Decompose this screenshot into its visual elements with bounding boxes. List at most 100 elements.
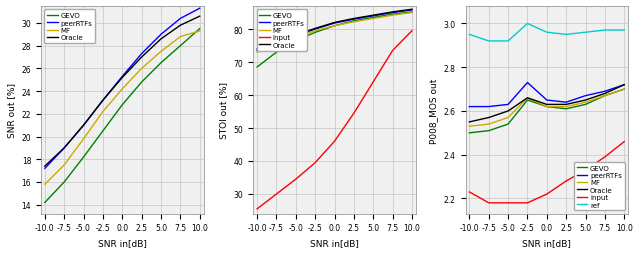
GEVO — [41, 201, 49, 204]
peerRTFs — [620, 84, 628, 87]
Line: MF: MF — [469, 90, 624, 127]
peerRTFs — [138, 53, 145, 56]
MF — [311, 30, 319, 33]
peerRTFs — [369, 15, 377, 18]
Line: peerRTFs: peerRTFs — [45, 9, 200, 169]
Y-axis label: P008_MOS out: P008_MOS out — [429, 78, 438, 143]
input — [253, 208, 261, 211]
Oracle — [138, 56, 145, 59]
peerRTFs — [41, 167, 49, 170]
GEVO — [60, 181, 68, 184]
GEVO — [465, 132, 473, 135]
MF — [196, 30, 204, 33]
input — [388, 50, 396, 53]
MF — [350, 21, 358, 24]
Oracle — [99, 99, 107, 102]
peerRTFs — [582, 95, 589, 98]
MF — [601, 95, 609, 98]
ref — [465, 34, 473, 37]
MF — [273, 45, 280, 48]
input — [311, 162, 319, 165]
GEVO — [601, 95, 609, 98]
peerRTFs — [99, 99, 107, 102]
peerRTFs — [331, 23, 339, 26]
MF — [388, 14, 396, 18]
Oracle — [582, 99, 589, 102]
GEVO — [563, 108, 570, 111]
Line: GEVO: GEVO — [257, 13, 412, 68]
peerRTFs — [465, 106, 473, 109]
input — [582, 169, 589, 172]
MF — [543, 106, 550, 109]
peerRTFs — [311, 28, 319, 31]
GEVO — [504, 123, 512, 126]
GEVO — [118, 104, 126, 107]
Oracle — [524, 97, 531, 100]
MF — [99, 110, 107, 114]
peerRTFs — [253, 50, 261, 53]
peerRTFs — [196, 8, 204, 11]
GEVO — [350, 20, 358, 23]
ref — [601, 29, 609, 33]
MF — [60, 164, 68, 167]
Oracle — [543, 103, 550, 106]
peerRTFs — [80, 124, 88, 127]
GEVO — [331, 25, 339, 28]
peerRTFs — [292, 35, 300, 38]
MF — [292, 37, 300, 40]
peerRTFs — [485, 106, 493, 109]
GEVO — [524, 99, 531, 102]
ref — [485, 40, 493, 43]
input — [273, 193, 280, 196]
peerRTFs — [177, 18, 184, 21]
input — [369, 81, 377, 84]
input — [485, 201, 493, 204]
Oracle — [408, 9, 416, 12]
ref — [524, 23, 531, 26]
MF — [465, 125, 473, 128]
Line: GEVO: GEVO — [45, 29, 200, 203]
X-axis label: SNR in[dB]: SNR in[dB] — [310, 238, 359, 247]
Y-axis label: STOI out [%]: STOI out [%] — [220, 82, 228, 139]
Line: Oracle: Oracle — [45, 17, 200, 166]
Line: Oracle: Oracle — [257, 10, 412, 50]
X-axis label: SNR in[dB]: SNR in[dB] — [522, 238, 572, 247]
peerRTFs — [273, 43, 280, 46]
MF — [253, 51, 261, 54]
Line: input: input — [469, 142, 624, 203]
Oracle — [485, 117, 493, 120]
MF — [620, 88, 628, 91]
GEVO — [311, 32, 319, 35]
Oracle — [601, 92, 609, 96]
Y-axis label: SNR out [%]: SNR out [%] — [7, 83, 16, 138]
GEVO — [273, 51, 280, 54]
MF — [177, 36, 184, 39]
Line: MF: MF — [45, 32, 200, 184]
Oracle — [253, 48, 261, 51]
Oracle — [80, 124, 88, 127]
GEVO — [138, 81, 145, 84]
GEVO — [177, 45, 184, 48]
peerRTFs — [504, 103, 512, 106]
MF — [582, 101, 589, 104]
peerRTFs — [543, 99, 550, 102]
GEVO — [99, 130, 107, 133]
GEVO — [408, 11, 416, 14]
input — [408, 30, 416, 33]
peerRTFs — [524, 82, 531, 85]
GEVO — [253, 66, 261, 69]
GEVO — [292, 40, 300, 43]
input — [543, 193, 550, 196]
input — [601, 156, 609, 159]
peerRTFs — [408, 9, 416, 12]
GEVO — [369, 17, 377, 20]
MF — [157, 51, 165, 54]
input — [465, 190, 473, 194]
Oracle — [388, 11, 396, 14]
Line: GEVO: GEVO — [469, 90, 624, 133]
Oracle — [177, 25, 184, 28]
Oracle — [350, 18, 358, 21]
MF — [41, 183, 49, 186]
Oracle — [157, 38, 165, 41]
input — [620, 140, 628, 144]
